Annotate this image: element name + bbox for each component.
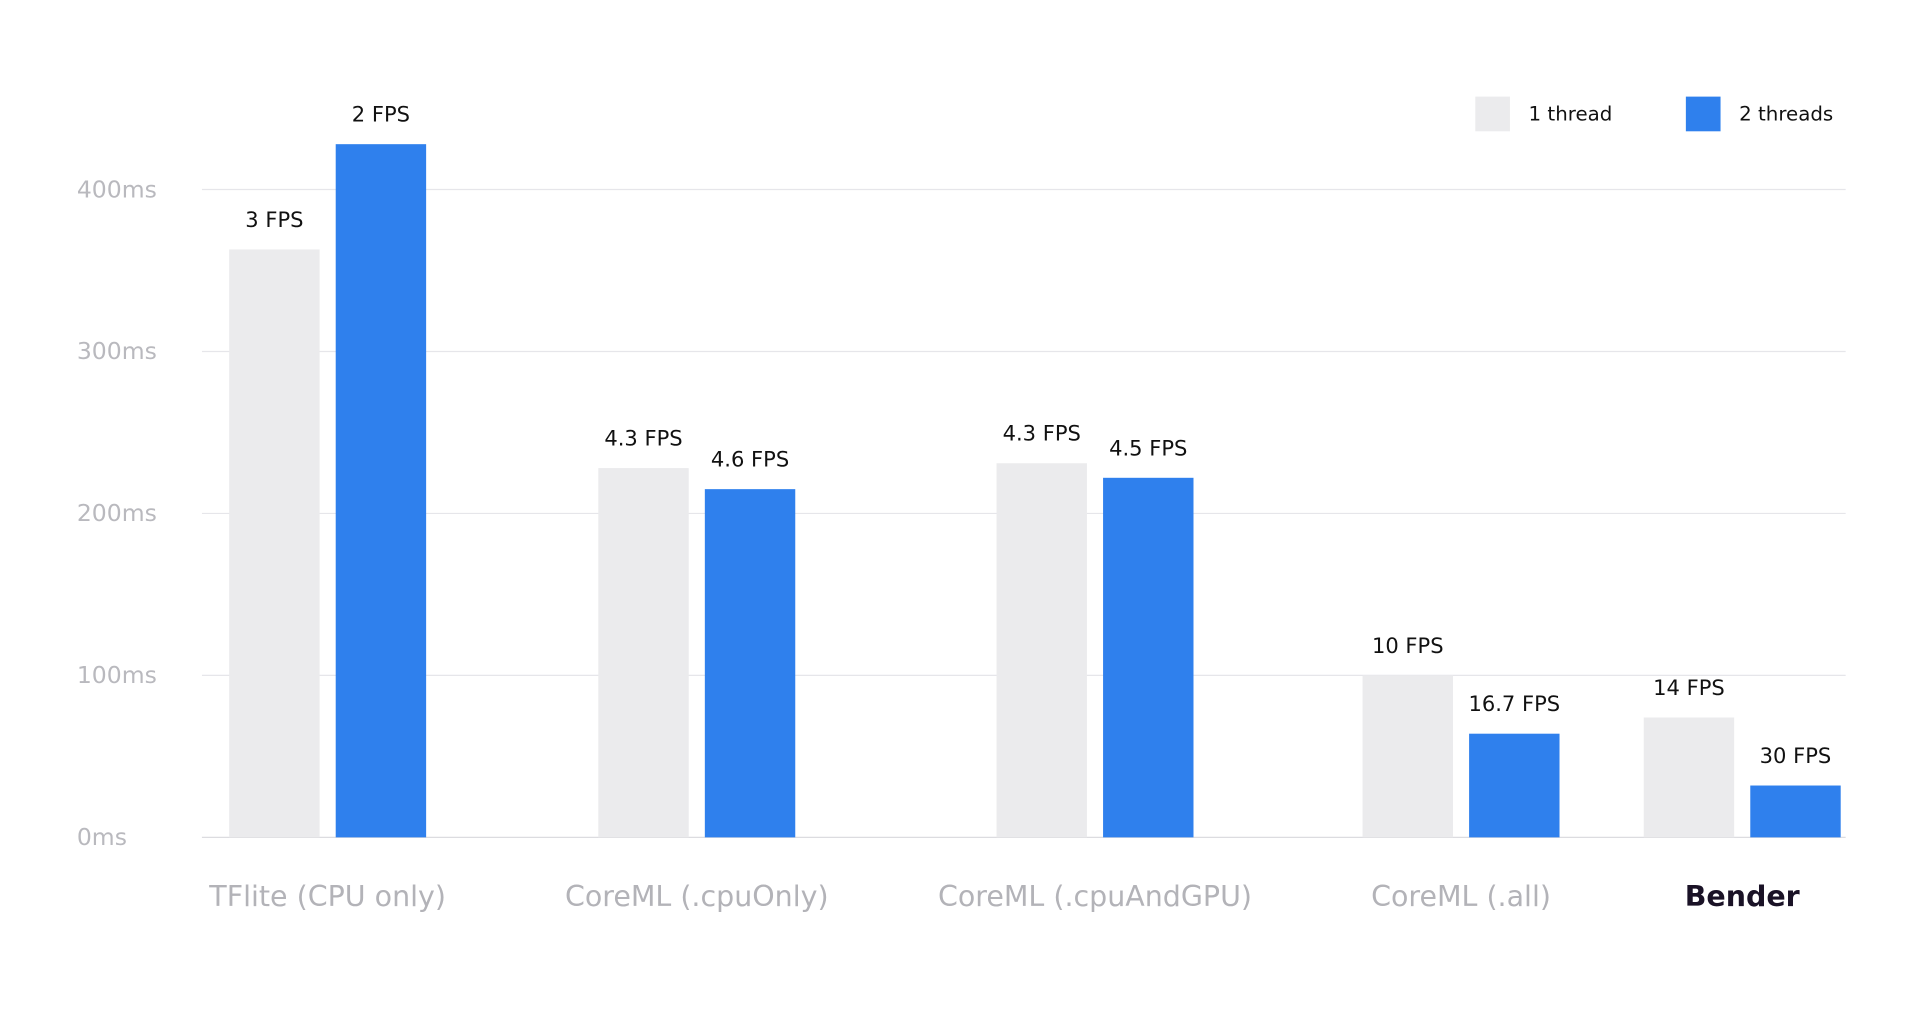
bar <box>335 144 427 838</box>
bar <box>598 468 689 838</box>
bar <box>1103 477 1194 838</box>
legend-label: 2 threads <box>1739 103 1833 126</box>
x-tick-label: CoreML (.cpuOnly) <box>565 880 829 913</box>
x-tick-label: CoreML (.all) <box>1371 880 1551 913</box>
legend-label: 1 thread <box>1529 103 1613 126</box>
value-label: 30 FPS <box>1760 743 1832 768</box>
y-tick-label: 300ms <box>77 337 157 365</box>
value-label: 10 FPS <box>1372 633 1444 658</box>
value-label: 3 FPS <box>245 207 303 232</box>
x-tick-label: Bender <box>1685 880 1800 913</box>
y-tick-label: 200ms <box>77 499 157 527</box>
value-label: 2 FPS <box>352 102 410 127</box>
bar <box>229 249 320 838</box>
y-tick-label: 400ms <box>77 175 157 203</box>
bar <box>996 463 1087 838</box>
legend-swatch <box>1685 96 1721 132</box>
x-tick-label: TFlite (CPU only) <box>208 880 446 913</box>
bar <box>1643 717 1735 838</box>
x-tick-label: CoreML (.cpuAndGPU) <box>938 880 1252 913</box>
bar <box>1750 785 1841 838</box>
value-label: 4.3 FPS <box>1003 421 1081 446</box>
legend-swatch <box>1475 96 1510 132</box>
value-label: 4.6 FPS <box>711 447 789 472</box>
bar <box>704 489 796 838</box>
bar <box>1469 733 1560 838</box>
value-label: 4.5 FPS <box>1109 435 1187 460</box>
value-label: 16.7 FPS <box>1468 691 1560 716</box>
y-tick-label: 0ms <box>77 823 127 851</box>
value-label: 4.3 FPS <box>604 426 682 451</box>
value-label: 14 FPS <box>1653 675 1725 700</box>
y-tick-label: 100ms <box>77 661 157 689</box>
bar <box>1362 675 1453 838</box>
